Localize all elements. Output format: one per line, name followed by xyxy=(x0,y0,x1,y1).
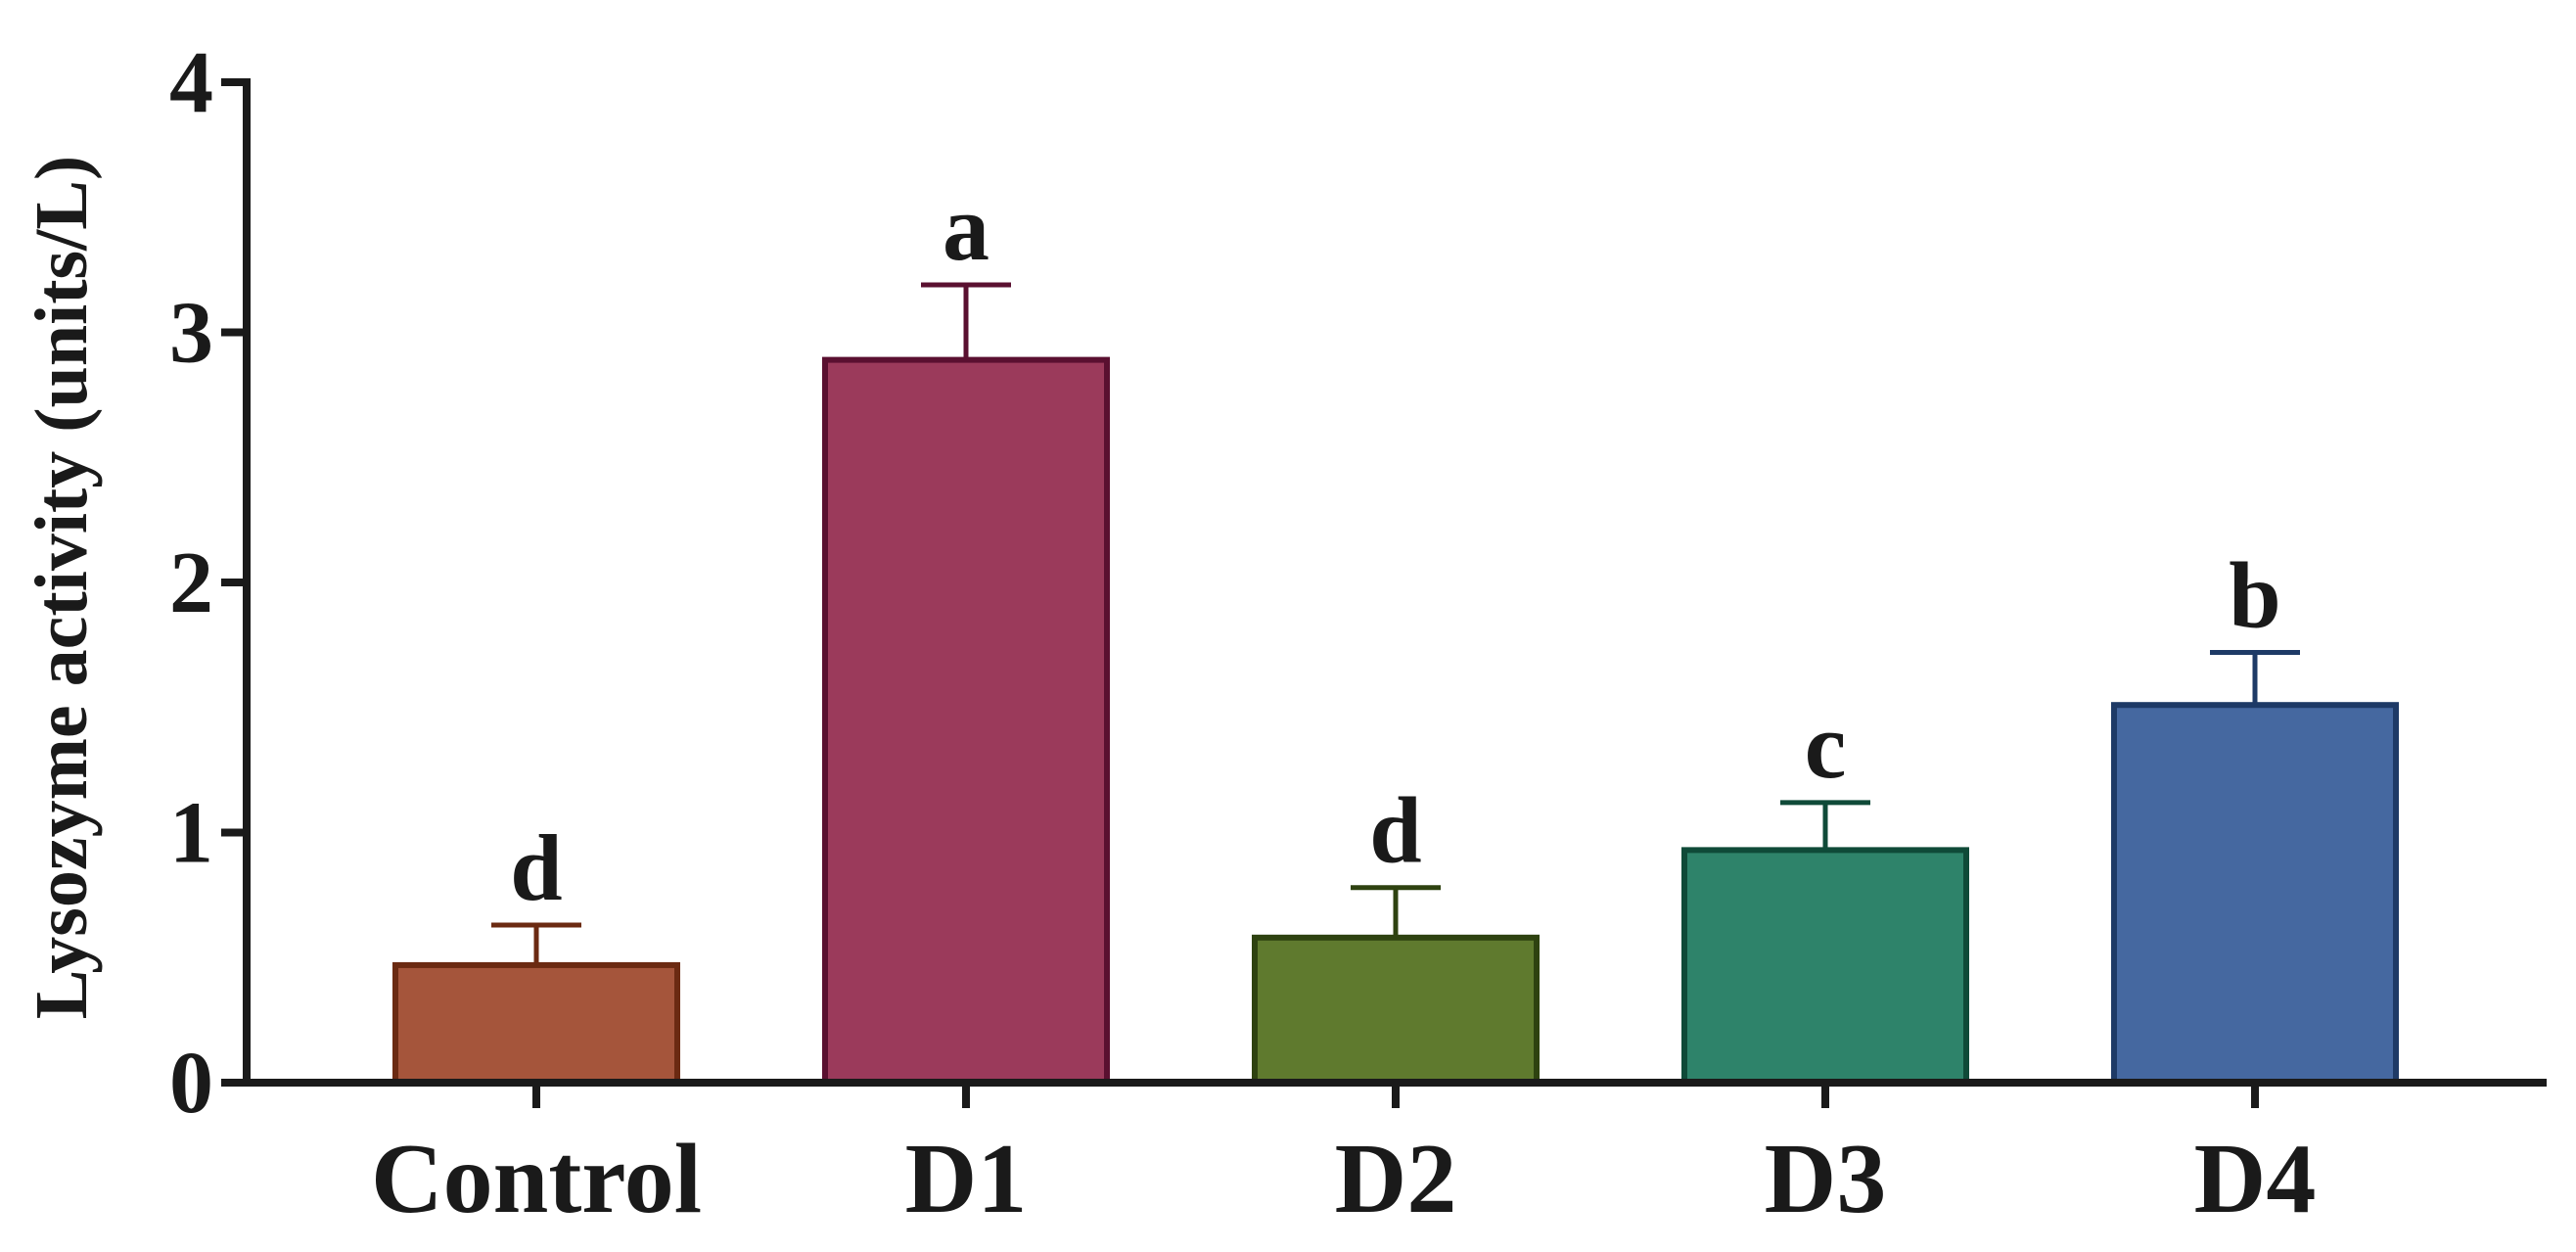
y-tick-label-1: 1 xyxy=(169,785,213,882)
bar-d1 xyxy=(822,356,1110,1087)
y-tick-label-0: 0 xyxy=(169,1035,213,1132)
error-bars xyxy=(491,282,2300,965)
bar-d4 xyxy=(2111,702,2399,1086)
x-tick-label-d3: D3 xyxy=(1765,1124,1887,1234)
x-axis-ticks: Control D1 D2 D3 D4 xyxy=(371,1083,2316,1234)
bar-control xyxy=(392,961,680,1086)
x-tick-label-d4: D4 xyxy=(2194,1124,2317,1234)
x-tick-label-d1: D1 xyxy=(905,1124,1028,1234)
y-tick-label-2: 2 xyxy=(169,534,213,631)
significance-letters: d a d c b xyxy=(510,175,2280,920)
x-tick-label-control: Control xyxy=(371,1124,702,1234)
y-tick-label-3: 3 xyxy=(169,285,213,382)
bars xyxy=(392,356,2399,1087)
y-tick-label-4: 4 xyxy=(169,34,213,131)
significance-letter-d2: d xyxy=(1369,778,1421,883)
significance-letter-d3: c xyxy=(1805,693,1847,798)
x-tick-label-d2: D2 xyxy=(1335,1124,1457,1234)
significance-letter-d4: b xyxy=(2229,543,2280,648)
y-axis-ticks: 0 1 2 3 4 xyxy=(169,34,247,1132)
significance-letter-d1: a xyxy=(943,175,989,280)
y-axis-label: Lysozyme activity (units/L) xyxy=(21,156,103,1019)
bar-d3 xyxy=(1681,847,1969,1087)
bar-d2 xyxy=(1252,934,1540,1086)
significance-letter-control: d xyxy=(510,815,562,920)
